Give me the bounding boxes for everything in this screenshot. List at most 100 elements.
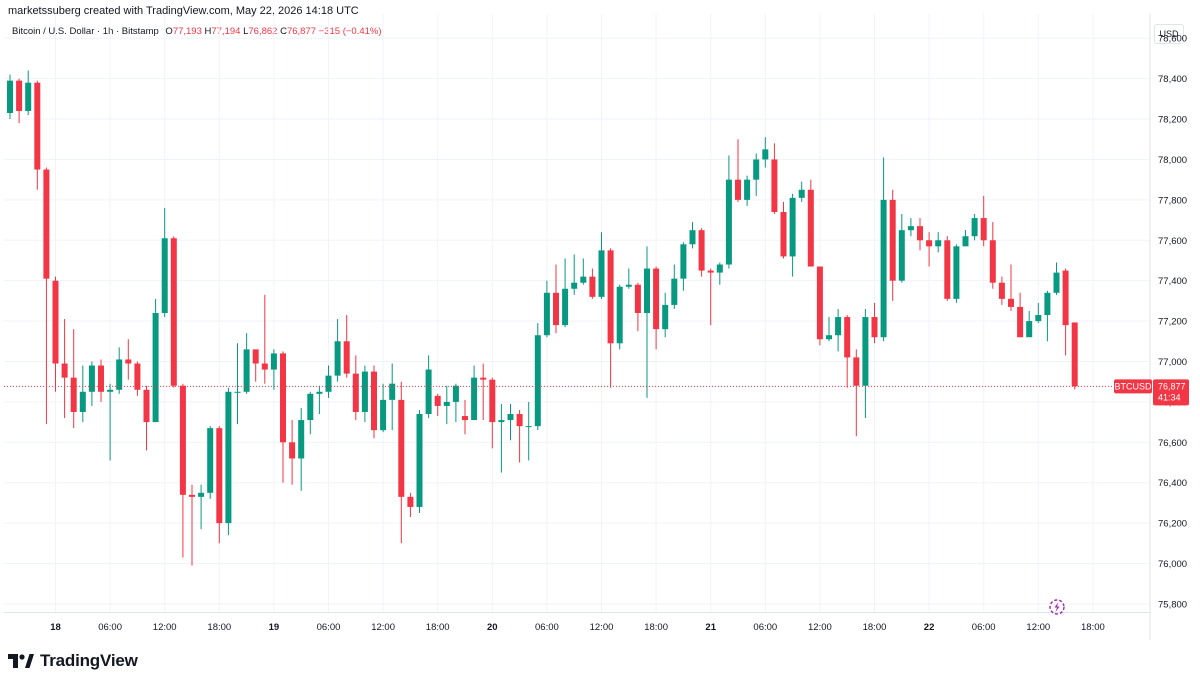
candle-body xyxy=(161,238,168,313)
y-tick-label: 78,600 xyxy=(1158,34,1187,45)
candle-body xyxy=(634,284,641,313)
x-tick-label: 18:00 xyxy=(863,622,887,633)
candle-up xyxy=(534,323,541,431)
candle-up xyxy=(307,391,314,435)
candle-body xyxy=(944,240,951,299)
candle-body xyxy=(462,416,468,421)
candle-body xyxy=(571,282,578,289)
candle-down xyxy=(771,143,778,215)
candle-up xyxy=(562,258,569,328)
candle-body xyxy=(898,230,905,281)
y-tick-label: 76,000 xyxy=(1158,559,1187,570)
candle-down xyxy=(516,409,523,463)
lightning-icon[interactable] xyxy=(1049,599,1065,615)
candle-body xyxy=(525,426,532,428)
candle-body xyxy=(7,80,13,113)
candle-down xyxy=(261,294,268,384)
candle-up xyxy=(7,74,13,120)
candle-body xyxy=(88,365,95,392)
candle-body xyxy=(1053,272,1060,293)
candle-body xyxy=(443,401,450,406)
candle-down xyxy=(1071,322,1078,390)
candle-body xyxy=(516,414,523,427)
candle-body xyxy=(607,250,614,344)
price-badge-symbol: BTCUSD xyxy=(1114,381,1152,391)
x-tick-label: 12:00 xyxy=(1026,622,1050,633)
candle-up xyxy=(571,254,578,295)
candle-body xyxy=(716,264,723,273)
candle-down xyxy=(343,315,350,378)
candle-down xyxy=(170,236,177,388)
candle-body xyxy=(389,383,396,400)
candle-body xyxy=(816,266,823,340)
candle-down xyxy=(371,365,377,439)
candle-body xyxy=(807,189,814,267)
candle-body xyxy=(580,276,587,283)
candle-body xyxy=(653,268,660,330)
candle-up xyxy=(625,268,632,289)
candle-down xyxy=(853,349,860,437)
symbol-name: Bitcoin / U.S. Dollar · 1h · Bitstamp xyxy=(12,26,159,37)
currency-button[interactable]: USD xyxy=(1154,24,1184,44)
candle-up xyxy=(416,409,423,514)
candle-up xyxy=(1044,290,1051,342)
candle-up xyxy=(543,280,550,338)
axes: 75,80076,00076,20076,40076,60076,80077,0… xyxy=(4,14,1187,640)
candle-body xyxy=(16,80,23,111)
candle-body xyxy=(480,377,487,380)
candle-body xyxy=(562,288,569,326)
candle-body xyxy=(1035,315,1042,322)
candle-up xyxy=(789,193,796,277)
y-tick-label: 78,400 xyxy=(1158,74,1187,85)
candle-up xyxy=(862,308,869,419)
candle-body xyxy=(589,276,596,297)
candle-down xyxy=(698,228,705,277)
candle-body xyxy=(189,494,195,497)
tradingview-logo-icon xyxy=(8,654,34,668)
y-tick-label: 77,800 xyxy=(1158,195,1187,206)
candle-body xyxy=(334,341,341,376)
candle-body xyxy=(598,250,605,297)
candle-up xyxy=(225,387,232,536)
candle-body xyxy=(234,391,241,393)
candle-up xyxy=(580,258,587,285)
candle-body xyxy=(489,379,496,423)
candle-body xyxy=(125,359,132,364)
candle-down xyxy=(735,139,741,202)
low-value: 76,862 xyxy=(248,26,278,37)
candle-up xyxy=(161,207,168,318)
candle-body xyxy=(953,246,960,299)
y-tick-label: 77,600 xyxy=(1158,236,1187,247)
candle-down xyxy=(553,264,559,334)
candle-body xyxy=(725,179,732,265)
footer-brand[interactable]: TradingView xyxy=(8,650,138,672)
candle-down xyxy=(34,80,41,190)
candle-body xyxy=(179,385,186,495)
candle-body xyxy=(280,353,286,443)
candle-down xyxy=(871,302,878,344)
candle-body xyxy=(43,169,50,279)
candle-body xyxy=(170,238,177,386)
candle-body xyxy=(962,236,969,247)
candle-body xyxy=(289,442,296,459)
candle-down xyxy=(998,276,1005,305)
candle-up xyxy=(425,355,432,419)
x-tick-label: 19 xyxy=(269,622,280,633)
candle-body xyxy=(671,278,678,305)
high-prefix: H xyxy=(204,26,212,37)
candle-up xyxy=(616,284,623,350)
candle-down xyxy=(489,377,496,449)
candle-up xyxy=(389,363,396,431)
y-tick-label: 77,000 xyxy=(1158,357,1187,368)
x-tick-label: 06:00 xyxy=(535,622,559,633)
x-tick-label: 12:00 xyxy=(590,622,614,633)
x-tick-label: 18:00 xyxy=(207,622,231,633)
candle-down xyxy=(352,355,359,421)
candle-body xyxy=(98,365,104,392)
candle-up xyxy=(243,333,250,394)
symbol-legend: Bitcoin / U.S. Dollar · 1h · Bitstamp O7… xyxy=(12,26,382,37)
candle-up xyxy=(1026,310,1033,338)
candle-up xyxy=(1053,262,1060,295)
candle-body xyxy=(689,230,696,245)
